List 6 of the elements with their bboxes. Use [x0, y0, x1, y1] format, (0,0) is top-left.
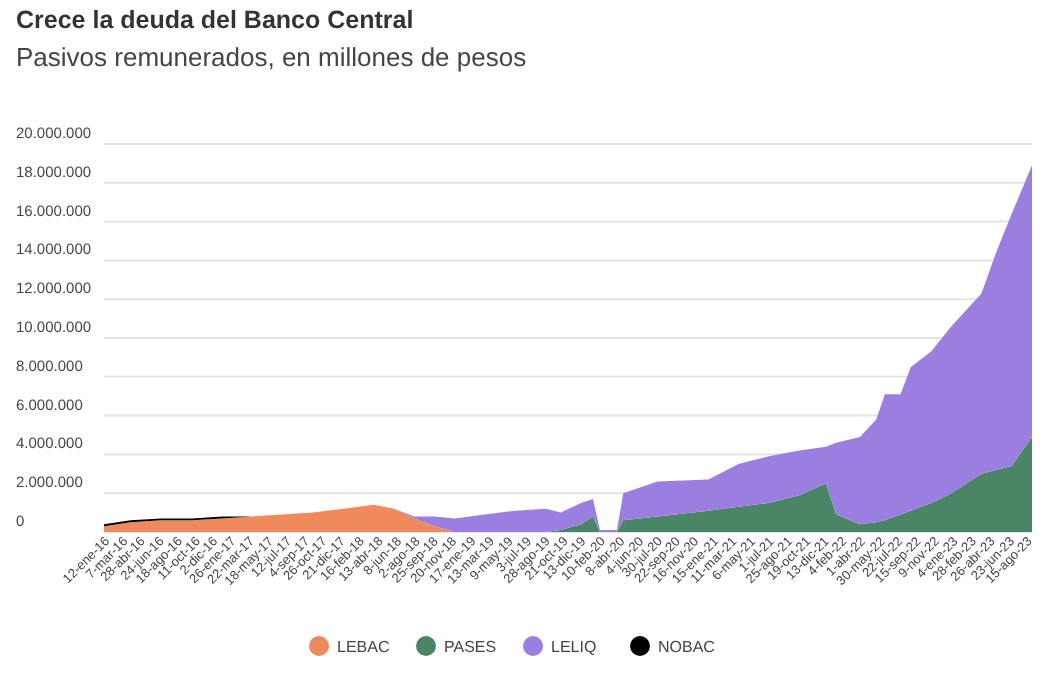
chart-subtitle: Pasivos remunerados, en millones de pesos [16, 42, 528, 72]
legend-label: LELIQ [551, 638, 597, 656]
legend-label: PASES [444, 638, 497, 656]
legend-label: NOBAC [658, 638, 716, 656]
legend-label: LEBAC [337, 638, 390, 656]
chart-title: Crece la deuda del Banco Central [16, 6, 414, 34]
